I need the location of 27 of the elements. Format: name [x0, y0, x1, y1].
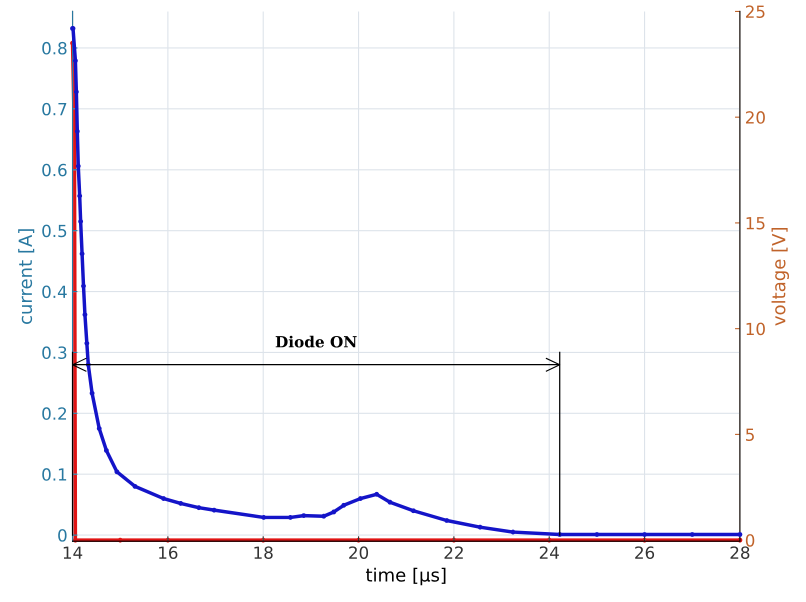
- x-tick-label: 20: [349, 546, 368, 559]
- y-tick-label: 0.8: [42, 42, 67, 55]
- y2-tick-label: 10: [746, 322, 765, 336]
- y-tick-label: 0.7: [42, 102, 66, 116]
- y-tick-label: 0.6: [42, 164, 67, 176]
- y-axis-title: current [A]: [18, 229, 34, 324]
- y2-tick-label: 20: [746, 111, 765, 124]
- x-tick-label: 14: [64, 546, 82, 559]
- y2-tick-label: 0: [746, 534, 754, 547]
- y-tick-label: 0.3: [42, 346, 66, 359]
- x-tick-label: 26: [635, 546, 654, 559]
- y-tick-label: 0: [58, 529, 67, 542]
- x-axis-title: time [µs]: [366, 568, 446, 586]
- x-tick-label: 24: [540, 546, 559, 559]
- x-tick-label: 28: [730, 546, 750, 559]
- y-tick-label: 0.1: [42, 468, 66, 481]
- annotation: Diode ON: [276, 336, 357, 348]
- y2-tick-label: 15: [746, 217, 765, 230]
- x-tick-label: 16: [159, 546, 178, 559]
- y2-tick-label: 5: [746, 428, 754, 441]
- x-tick-label: 22: [444, 546, 463, 559]
- y-tick-label: 0.2: [42, 407, 66, 420]
- y-tick-label: 0.5: [42, 224, 66, 238]
- y2-tick-label: 25: [746, 5, 765, 18]
- x-tick-label: 18: [254, 546, 273, 559]
- y2-axis-title: voltage [V]: [772, 228, 790, 326]
- y-tick-label: 0.4: [42, 286, 67, 298]
